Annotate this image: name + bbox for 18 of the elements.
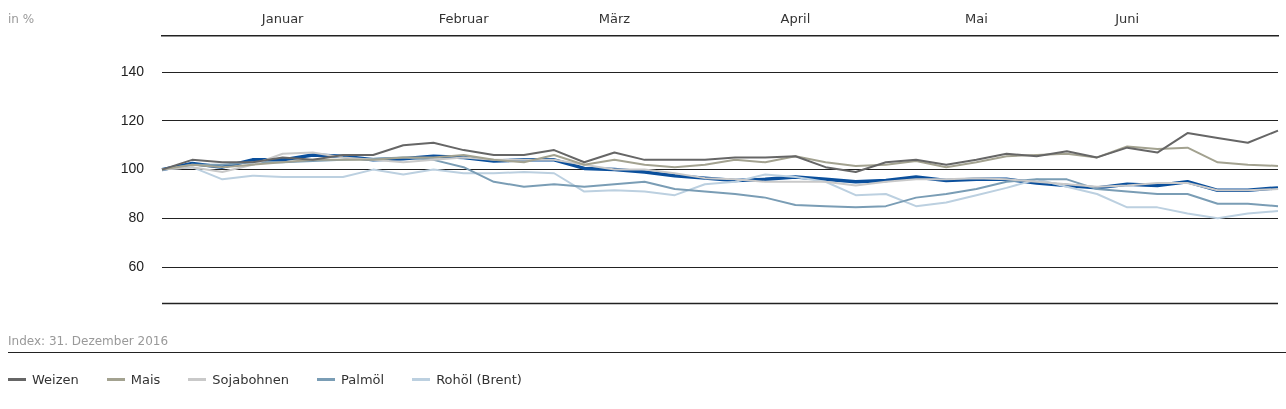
legend-label: Rohöl (Brent)	[436, 372, 522, 387]
x-tick-label: Juni	[1114, 11, 1140, 27]
x-tick-label: März	[598, 11, 631, 27]
legend-label: Weizen	[32, 372, 79, 387]
legend-label: Palmöl	[341, 372, 385, 387]
y-tick-label: 60	[128, 257, 145, 274]
legend-label: Mais	[130, 372, 161, 387]
y-tick-label: 120	[120, 111, 145, 128]
x-tick-label: April	[780, 11, 811, 27]
x-tick-label: Januar	[260, 11, 305, 27]
x-tick-label: Februar	[438, 11, 490, 27]
legend-label: Sojabohnen	[212, 372, 290, 387]
text: in %	[8, 12, 35, 26]
x-tick-label: Mai	[964, 11, 988, 27]
y-tick-label: 100	[120, 160, 145, 177]
text: Index: 31. Dezember 2016	[8, 334, 170, 348]
y-tick-label: 80	[128, 209, 145, 226]
y-tick-label: 140	[120, 63, 145, 79]
